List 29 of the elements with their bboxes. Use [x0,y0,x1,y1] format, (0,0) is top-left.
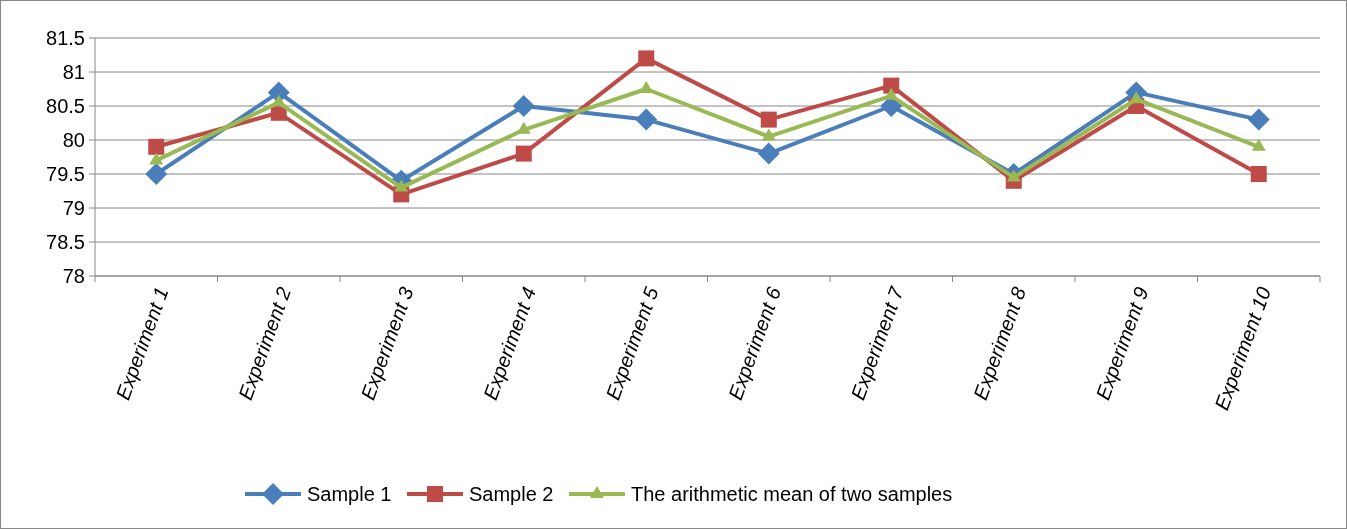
y-tick-label: 79.5 [46,163,85,185]
point [761,128,776,141]
y-tick-label: 81.5 [46,27,85,49]
point [515,145,532,162]
point [638,50,655,67]
legend-label: Sample 1 [307,483,392,505]
y-tick-label: 81 [62,61,85,83]
point [148,138,165,155]
point [760,111,777,128]
y-tick-label: 78.5 [46,231,85,253]
y-tick-label: 78 [62,265,85,287]
point [884,87,899,100]
point [1247,108,1270,131]
point [883,77,900,94]
point [757,142,780,165]
point [512,95,535,117]
legend-label: The arithmetic mean of two samples [631,483,953,505]
y-tick-label: 79 [62,197,85,219]
y-tick-label: 80 [62,129,85,151]
point [516,121,531,134]
point [1006,169,1021,182]
point [145,163,168,185]
point [635,108,658,131]
point [1250,166,1267,182]
point [1251,138,1266,151]
y-tick-label: 80.5 [46,95,85,117]
point [1129,91,1144,104]
point [149,152,164,165]
legend-label: Sample 2 [469,483,554,505]
